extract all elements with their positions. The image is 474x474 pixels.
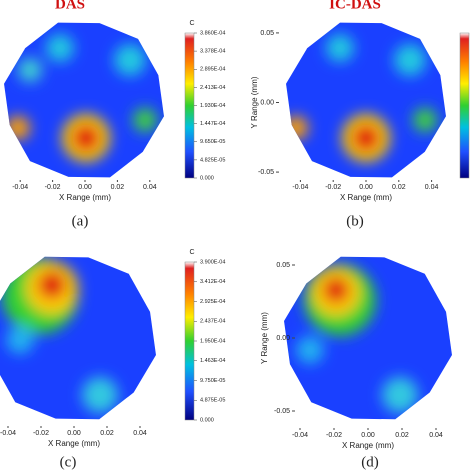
colorbar	[184, 261, 195, 421]
blob	[6, 116, 30, 140]
y-tick-label: 0.05	[260, 30, 274, 37]
y-tick-label: 0.00	[276, 335, 290, 342]
x-axis-label: X Range (mm)	[48, 439, 100, 448]
x-tick-label: -0.04	[12, 184, 28, 191]
contour-map	[284, 256, 452, 420]
colorbar-tick-label: 1.950E-04	[200, 338, 225, 344]
x-axis-label: X Range (mm)	[59, 193, 111, 202]
colorbar-tick-label: 9.650E-05	[200, 139, 225, 145]
blob	[82, 377, 118, 413]
colorbar-tick-label: 3.900E-04	[200, 259, 225, 265]
colorbar-title: C	[189, 20, 194, 27]
blobs	[296, 264, 418, 413]
x-tick-label: -0.02	[325, 184, 341, 191]
colorbar	[184, 32, 195, 179]
colorbar-tick-label: 4.825E-05	[200, 157, 225, 163]
colorbar-tick-label: 3.860E-04	[200, 30, 225, 36]
panel-title: DAS	[55, 0, 85, 12]
map-background	[284, 256, 452, 420]
blob	[72, 124, 100, 152]
panel: -0.04 -0.02 0.00 0.02 0.04 X Range (mm) C 3.900…	[0, 249, 225, 470]
blobs	[2, 258, 118, 413]
y-tick-label: 0.00	[260, 99, 274, 106]
x-tick-label: -0.04	[0, 430, 16, 437]
blob	[382, 377, 418, 413]
blob	[46, 34, 74, 62]
x-tick-label: 0.00	[67, 430, 81, 437]
blobs	[6, 34, 157, 162]
colorbar-tick-label: 0.000	[200, 417, 214, 423]
map-background	[286, 22, 446, 178]
panel-caption: (b)	[346, 213, 364, 229]
blob	[133, 108, 157, 132]
blob	[413, 108, 437, 132]
y-tick-label: 0.05	[276, 262, 290, 269]
x-axis-label: X Range (mm)	[342, 441, 394, 450]
x-tick-label: -0.02	[45, 184, 61, 191]
colorbar-tick-label: 2.895E-04	[200, 67, 225, 73]
blob	[38, 271, 66, 299]
blob	[18, 58, 42, 82]
panel-caption: (c)	[60, 454, 77, 470]
panel: -0.04 -0.02 0.00 0.02 0.04 X Range (mm) 0.05 0.…	[260, 256, 452, 470]
contour-map	[0, 256, 156, 420]
x-tick-label: 0.04	[143, 184, 157, 191]
y-tick-label: -0.05	[258, 169, 274, 176]
colorbar-tick-label: 1.463E-04	[200, 358, 225, 364]
blob	[114, 44, 146, 76]
x-tick-label: 0.00	[361, 432, 375, 439]
panel: IC-DAS -0.04 -0.02 0.00 0.02 0.04 X Range (mm)…	[250, 0, 470, 229]
x-tick-label: 0.04	[133, 430, 147, 437]
x-tick-label: -0.02	[326, 432, 342, 439]
blob	[352, 124, 380, 152]
y-axis-label: Y Range (mm)	[250, 76, 259, 128]
colorbar-tick-label: 2.413E-04	[200, 85, 225, 91]
colorbar	[459, 32, 470, 179]
blob	[326, 34, 354, 62]
blob	[296, 336, 324, 364]
colorbar-tick-label: 3.378E-04	[200, 49, 225, 55]
contour-map	[4, 22, 164, 178]
x-tick-label: -0.04	[292, 432, 308, 439]
contour-map	[286, 22, 446, 178]
x-tick-label: 0.02	[100, 430, 114, 437]
x-tick-label: 0.02	[392, 184, 406, 191]
panel-title: IC-DAS	[329, 0, 381, 12]
x-tick-label: 0.02	[395, 432, 409, 439]
blob	[394, 44, 426, 76]
colorbar-tick-label: 3.412E-04	[200, 279, 225, 285]
x-tick-label: 0.00	[359, 184, 373, 191]
colorbar-tick-label: 1.930E-04	[200, 103, 225, 109]
map-background	[4, 22, 164, 178]
colorbar-tick-label: 2.925E-04	[200, 299, 225, 305]
y-tick-label: -0.05	[274, 408, 290, 415]
blob	[6, 326, 34, 354]
x-tick-label: 0.00	[78, 184, 92, 191]
x-tick-label: 0.04	[425, 184, 439, 191]
panel-caption: (d)	[361, 454, 379, 470]
y-axis-label: Y Range (mm)	[260, 312, 269, 364]
panel: DAS -0.04 -0.02 0.00 0.02 0.04 X Range (mm) C 3.…	[4, 0, 225, 229]
x-axis-label: X Range (mm)	[340, 193, 392, 202]
colorbar-title: C	[189, 249, 194, 256]
x-tick-label: -0.04	[292, 184, 308, 191]
panel-caption: (a)	[72, 213, 89, 229]
colorbar-tick-label: 0.000	[200, 175, 214, 181]
colorbar-tick-label: 2.437E-04	[200, 319, 225, 325]
colorbar-tick-label: 1.447E-04	[200, 121, 225, 127]
x-tick-label: 0.02	[111, 184, 125, 191]
colorbar-tick-label: 9.750E-05	[200, 378, 225, 384]
colorbar-tick-label: 4.875E-05	[200, 398, 225, 404]
blob	[323, 277, 349, 303]
blob	[286, 116, 308, 140]
x-tick-label: 0.04	[429, 432, 443, 439]
x-tick-label: -0.02	[33, 430, 49, 437]
